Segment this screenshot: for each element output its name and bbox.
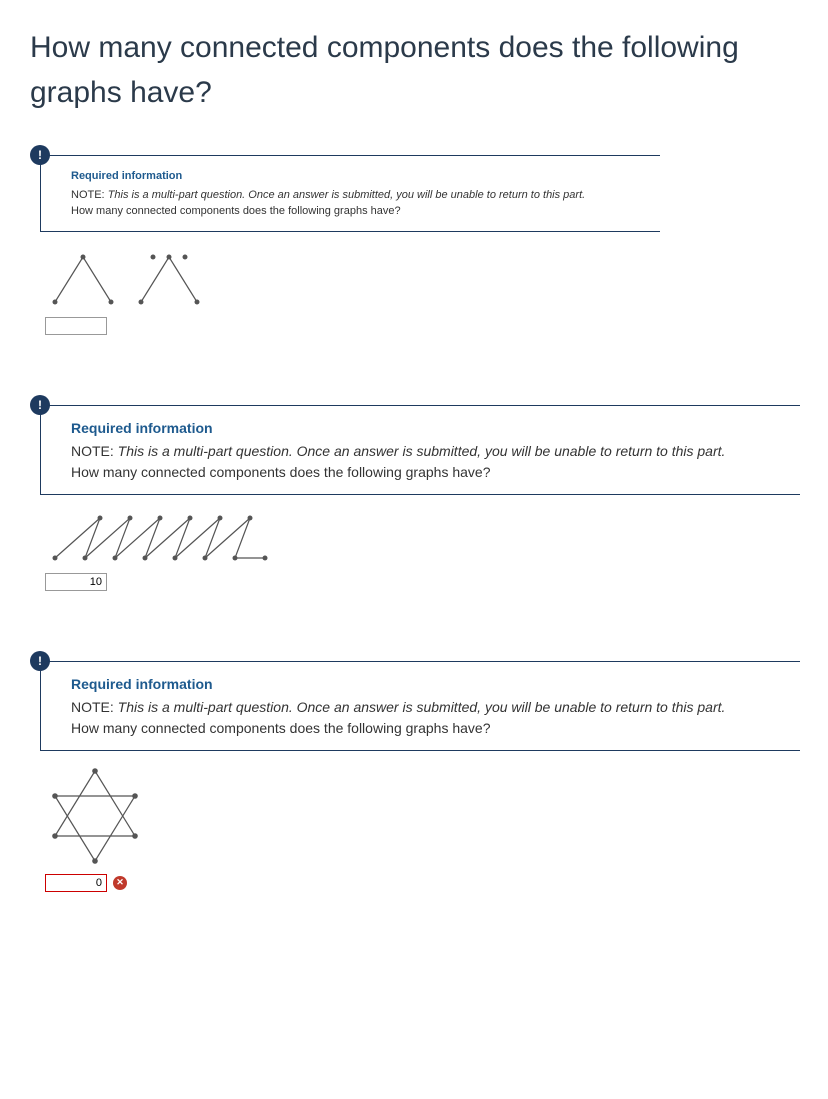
wrong-icon: ✕ (113, 876, 127, 890)
question-text: How many connected components does the f… (71, 464, 782, 480)
answer-input-3[interactable] (45, 874, 107, 892)
question-block-2: ! Required information NOTE: This is a m… (30, 395, 798, 591)
note-italic: This is a multi-part question. Once an a… (108, 189, 586, 201)
answer-input-1[interactable] (45, 317, 107, 335)
note-italic: This is a multi-part question. Once an a… (118, 699, 726, 715)
info-box-1: Required information NOTE: This is a mul… (40, 155, 660, 232)
note-line: NOTE: This is a multi-part question. Onc… (71, 442, 782, 462)
note-italic: This is a multi-part question. Once an a… (118, 443, 726, 459)
info-box-2: Required information NOTE: This is a mul… (40, 405, 800, 495)
graph-1 (45, 247, 205, 309)
question-text: How many connected components does the f… (71, 205, 642, 217)
required-label: Required information (71, 170, 642, 182)
question-block-3: ! Required information NOTE: This is a m… (30, 651, 798, 892)
info-badge-icon: ! (30, 145, 50, 165)
info-badge-icon: ! (30, 651, 50, 671)
info-box-3: Required information NOTE: This is a mul… (40, 661, 800, 751)
note-label: NOTE: (71, 189, 105, 201)
note-line: NOTE: This is a multi-part question. Onc… (71, 698, 782, 718)
question-block-1: ! Required information NOTE: This is a m… (30, 145, 798, 335)
note-line: NOTE: This is a multi-part question. Onc… (71, 188, 642, 203)
page-title: How many connected components does the f… (30, 25, 798, 115)
answer-input-2[interactable] (45, 573, 107, 591)
graph-2 (45, 510, 275, 565)
note-label: NOTE: (71, 443, 114, 459)
question-text: How many connected components does the f… (71, 720, 782, 736)
note-label: NOTE: (71, 699, 114, 715)
graph-3 (45, 766, 145, 866)
required-label: Required information (71, 676, 782, 692)
required-label: Required information (71, 420, 782, 436)
